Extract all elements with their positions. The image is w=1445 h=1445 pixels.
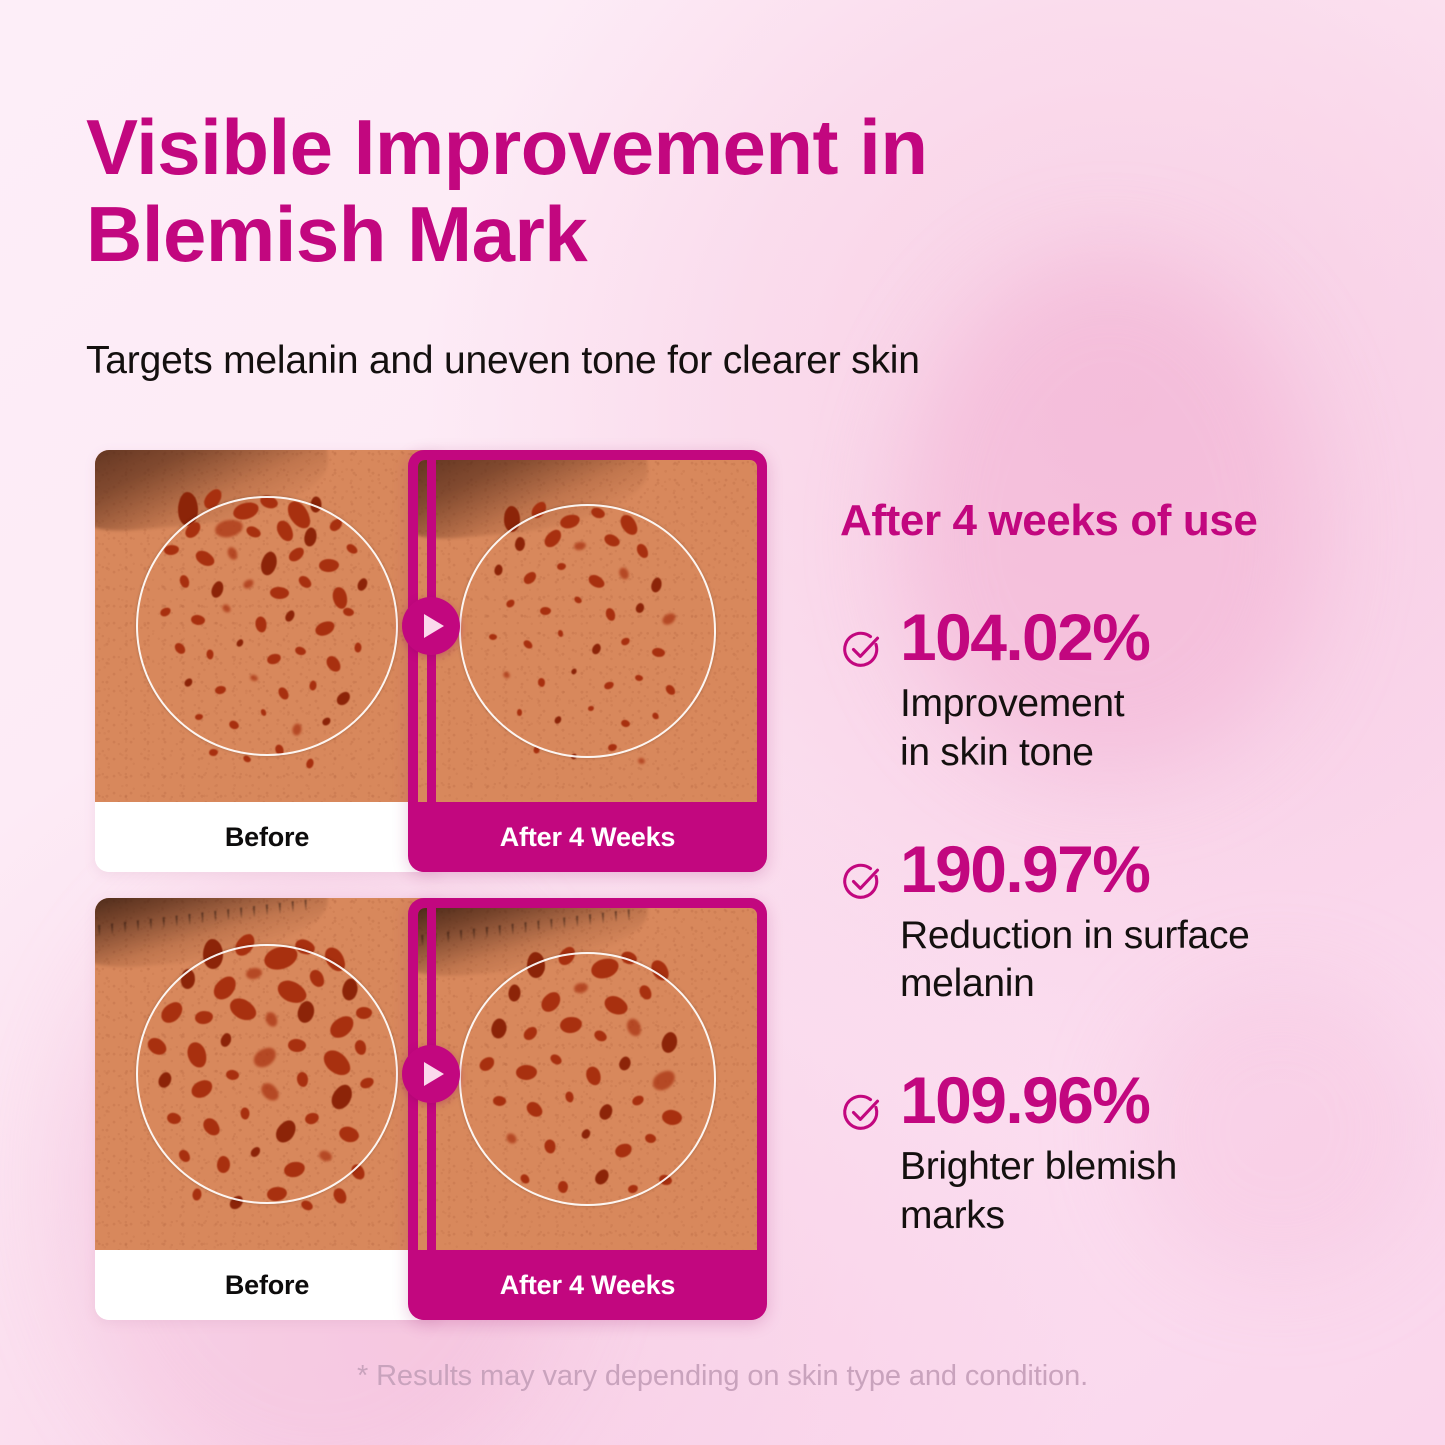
stat-item: 109.96% Brighter blemish marks	[840, 1067, 1380, 1241]
before-caption: Before	[95, 802, 439, 872]
comparison-card[interactable]: Before After 4 Weeks	[95, 450, 767, 872]
before-panel: Before	[95, 898, 439, 1320]
after-panel: After 4 Weeks	[408, 898, 767, 1320]
stat-item: 104.02% Improvement in skin tone	[840, 604, 1380, 778]
stat-value: 190.97%	[900, 831, 1151, 906]
check-circle-icon	[840, 1091, 884, 1140]
check-circle-icon	[840, 860, 884, 909]
after-caption: After 4 Weeks	[418, 1250, 757, 1320]
play-triangle	[423, 1062, 444, 1086]
header: Visible Improvement in Blemish Mark Targ…	[86, 103, 1166, 383]
after-caption: After 4 Weeks	[418, 802, 757, 872]
page-title: Visible Improvement in Blemish Mark	[86, 103, 1166, 279]
after-photo	[418, 908, 757, 1250]
title-line-1: Visible Improvement in	[86, 103, 928, 191]
stat-value: 104.02%	[900, 600, 1151, 674]
stat-label: Improvement in skin tone	[900, 680, 1380, 778]
stat-label-line-2: in skin tone	[900, 730, 1094, 774]
page-subtitle: Targets melanin and uneven tone for clea…	[86, 338, 920, 382]
stat-label-line-1: Improvement	[900, 682, 1125, 725]
title-line-2: Blemish Mark	[86, 190, 588, 279]
play-icon[interactable]	[402, 1045, 460, 1103]
stats-heading: After 4 weeks of use	[840, 496, 1258, 545]
stat-label-line-2: melanin	[900, 962, 1035, 1006]
stat-label: Reduction in surface melanin	[900, 912, 1380, 1010]
stat-body: 109.96% Brighter blemish marks	[900, 1067, 1380, 1241]
before-caption: Before	[95, 1250, 439, 1320]
stat-body: 104.02% Improvement in skin tone	[900, 604, 1380, 778]
stat-value: 109.96%	[900, 1063, 1151, 1137]
before-photo	[95, 898, 439, 1250]
before-panel: Before	[95, 450, 439, 872]
stats-column: After 4 weeks of use 104.02% Improvement…	[840, 496, 1380, 1241]
after-panel: After 4 Weeks	[408, 450, 767, 872]
stat-item: 190.97% Reduction in surface melanin	[840, 836, 1380, 1010]
play-triangle	[423, 614, 444, 638]
play-icon[interactable]	[402, 597, 460, 655]
after-photo	[418, 460, 757, 802]
before-photo	[95, 450, 439, 802]
comparison-cards: Before After 4 Weeks	[95, 450, 767, 1320]
stat-label-line-1: Reduction in surface	[900, 913, 1250, 957]
stat-label-line-1: Brighter blemish	[900, 1145, 1177, 1188]
disclaimer: * Results may vary depending on skin typ…	[356, 1360, 1089, 1392]
stat-label-line-2: marks	[900, 1193, 1005, 1237]
stat-body: 190.97% Reduction in surface melanin	[900, 836, 1380, 1010]
comparison-card[interactable]: Before After 4 Weeks	[95, 898, 767, 1320]
stat-label: Brighter blemish marks	[900, 1143, 1380, 1241]
check-circle-icon	[840, 628, 884, 677]
